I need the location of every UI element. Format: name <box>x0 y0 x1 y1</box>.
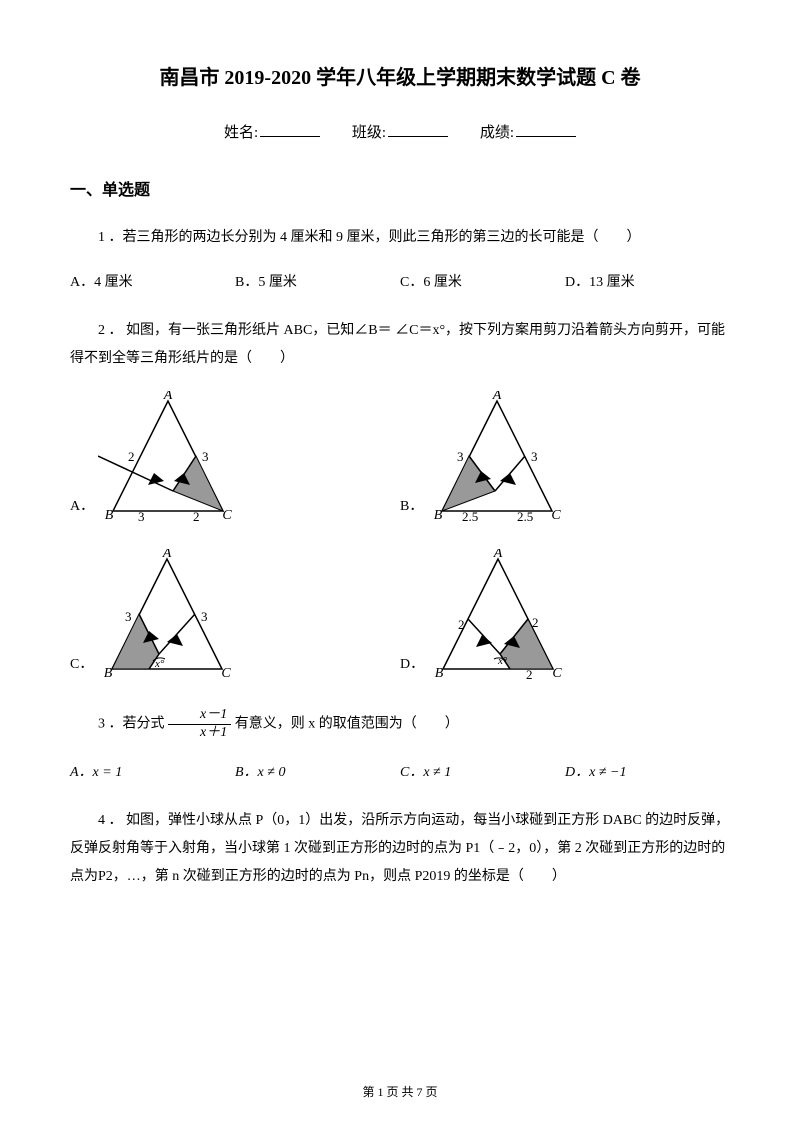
svg-text:x°: x° <box>497 655 508 667</box>
name-label: 姓名: <box>224 125 258 141</box>
svg-text:3: 3 <box>457 449 464 464</box>
class-label: 班级: <box>352 125 386 141</box>
question-2: 2 ． 如图，有一张三角形纸片 ABC，已知∠B＝ ∠C＝x°，按下列方案用剪刀… <box>70 317 730 373</box>
svg-text:C: C <box>552 508 562 521</box>
q3-text-post: 有意义，则 x 的取值范围为（ ） <box>235 717 459 732</box>
q1-option-c: C．6 厘米 <box>400 270 565 295</box>
svg-text:A: A <box>162 549 172 561</box>
svg-text:2: 2 <box>458 617 465 632</box>
question-2-row-1: A． A B C 2 3 3 2 B． A B C <box>70 391 730 521</box>
student-info-line: 姓名: 班级: 成绩: <box>70 120 730 147</box>
svg-text:2: 2 <box>128 449 135 464</box>
svg-text:3: 3 <box>202 449 209 464</box>
q1-option-d: D．13 厘米 <box>565 270 730 295</box>
triangle-c-icon: A B C 3 3 x° <box>97 549 237 679</box>
q3-frac-num: x－1 <box>168 707 231 725</box>
q3-option-b: B．x ≠ 0 <box>235 760 400 785</box>
q2-option-a-label: A． <box>70 494 94 521</box>
q2-option-b-cell: B． A B C 3 3 2.5 2.5 <box>400 391 730 521</box>
class-blank[interactable] <box>388 136 448 137</box>
svg-text:2: 2 <box>526 667 533 679</box>
q2-option-c-cell: C． A B C 3 3 x° <box>70 549 400 679</box>
page-title: 南昌市 2019-2020 学年八年级上学期期末数学试题 C 卷 <box>70 60 730 96</box>
svg-text:B: B <box>105 508 114 521</box>
question-4: 4 ． 如图，弹性小球从点 P（0，1）出发，沿所示方向运动，每当小球碰到正方形… <box>70 807 730 891</box>
triangle-b-icon: A B C 3 3 2.5 2.5 <box>427 391 567 521</box>
q3-option-a: A．x = 1 <box>70 760 235 785</box>
svg-text:B: B <box>435 666 444 679</box>
svg-text:3: 3 <box>125 609 132 624</box>
triangle-d-icon: A B C 2 2 x° 2 <box>428 549 568 679</box>
q3-text-pre: 3 ．若分式 <box>98 717 168 732</box>
question-3-options: A．x = 1 B．x ≠ 0 C．x ≠ 1 D．x ≠ −1 <box>70 760 730 785</box>
svg-text:2.5: 2.5 <box>517 509 533 521</box>
q2-option-c-label: C． <box>70 652 93 679</box>
question-1-options: A．4 厘米 B．5 厘米 C．6 厘米 D．13 厘米 <box>70 270 730 295</box>
score-label: 成绩: <box>480 125 514 141</box>
svg-text:2: 2 <box>532 615 539 630</box>
question-1: 1 ．若三角形的两边长分别为 4 厘米和 9 厘米，则此三角形的第三边的长可能是… <box>70 224 730 252</box>
q3-option-c: C．x ≠ 1 <box>400 760 565 785</box>
q1-option-b: B．5 厘米 <box>235 270 400 295</box>
q1-option-a: A．4 厘米 <box>70 270 235 295</box>
q3-option-d: D．x ≠ −1 <box>565 760 730 785</box>
svg-text:2.5: 2.5 <box>462 509 478 521</box>
svg-text:C: C <box>552 666 562 679</box>
question-3: 3 ．若分式 x－1 x＋1 有意义，则 x 的取值范围为（ ） <box>70 707 730 742</box>
section-1-header: 一、单选题 <box>70 177 730 206</box>
question-2-row-2: C． A B C 3 3 x° D． A <box>70 549 730 679</box>
score-blank[interactable] <box>516 136 576 137</box>
svg-text:A: A <box>163 391 173 403</box>
svg-text:B: B <box>104 666 113 679</box>
svg-text:3: 3 <box>531 449 538 464</box>
svg-text:2: 2 <box>193 509 200 521</box>
q2-option-d-cell: D． A B C 2 2 x° 2 <box>400 549 730 679</box>
svg-text:3: 3 <box>138 509 145 521</box>
q2-option-a-cell: A． A B C 2 3 3 2 <box>70 391 400 521</box>
svg-text:3: 3 <box>201 609 208 624</box>
svg-text:x°: x° <box>154 658 165 670</box>
svg-text:A: A <box>492 391 502 403</box>
svg-text:C: C <box>222 666 232 679</box>
svg-text:B: B <box>434 508 443 521</box>
page-footer: 第 1 页 共 7 页 <box>0 1082 800 1104</box>
svg-text:A: A <box>493 549 503 561</box>
svg-text:C: C <box>222 508 232 521</box>
triangle-a-icon: A B C 2 3 3 2 <box>98 391 238 521</box>
q3-fraction: x－1 x＋1 <box>168 707 231 742</box>
q2-option-d-label: D． <box>400 652 424 679</box>
q2-option-b-label: B． <box>400 494 423 521</box>
name-blank[interactable] <box>260 136 320 137</box>
q3-frac-den: x＋1 <box>168 725 231 742</box>
